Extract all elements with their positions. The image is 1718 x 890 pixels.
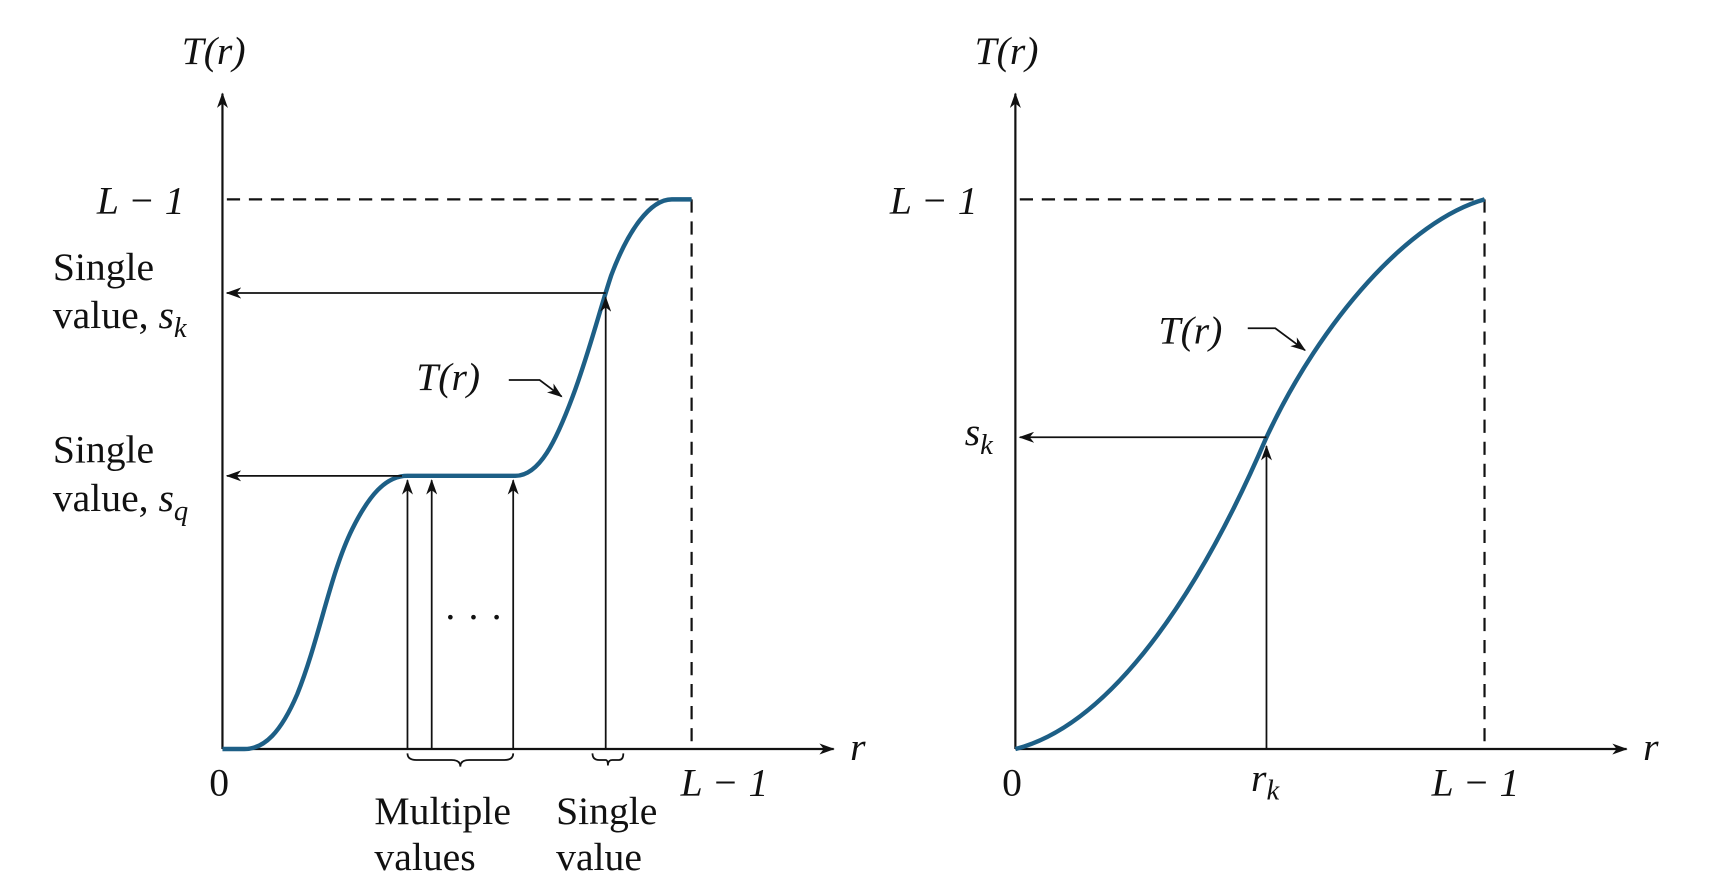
symbol: s <box>158 476 173 520</box>
symbol: s <box>158 293 173 337</box>
subscript: k <box>980 429 994 461</box>
subscript: q <box>174 495 188 527</box>
ellipsis: · · · <box>444 595 503 639</box>
curve-label: T(r) <box>416 355 480 399</box>
brace <box>591 753 625 766</box>
y-max-label: L − 1 <box>96 179 185 223</box>
origin-label: 0 <box>1002 760 1022 804</box>
sk-label: sk <box>965 410 994 461</box>
x-max-label: L − 1 <box>680 760 769 804</box>
x-axis-label: r <box>1643 725 1659 769</box>
label-pointer <box>508 379 563 398</box>
single-label: value <box>556 835 642 879</box>
label-pointer <box>1247 327 1306 351</box>
sk-label: Single <box>53 245 154 289</box>
label-text: value, <box>53 476 159 520</box>
multiple-label: values <box>374 835 475 879</box>
brace <box>406 753 515 767</box>
sk-label: value, sk <box>53 293 188 344</box>
single-label: Single <box>556 789 657 833</box>
symbol: s <box>965 410 980 454</box>
label-text: value, <box>53 293 159 337</box>
y-axis-label: T(r) <box>975 29 1039 73</box>
x-axis-label: r <box>850 725 866 769</box>
sq-label: Single <box>53 428 154 472</box>
symbol: r <box>1251 756 1267 800</box>
y-max-label: L − 1 <box>889 179 978 223</box>
subscript: k <box>1266 775 1280 807</box>
subscript: k <box>174 312 188 344</box>
origin-label: 0 <box>209 760 229 804</box>
multiple-label: Multiple <box>374 789 510 833</box>
transform-curve <box>1014 197 1486 752</box>
right-panel: T(r) r 0 L − 1 L − 1 T(r) sk rk <box>889 29 1659 807</box>
curve-label: T(r) <box>1159 309 1223 353</box>
x-max-label: L − 1 <box>1431 760 1520 804</box>
left-panel: T(r) r 0 L − 1 L − 1 Single value, sk Si… <box>53 29 866 879</box>
y-axis-label: T(r) <box>182 29 246 73</box>
rk-label: rk <box>1251 756 1280 807</box>
transform-curve <box>222 197 692 752</box>
sq-label: value, sq <box>53 476 188 527</box>
